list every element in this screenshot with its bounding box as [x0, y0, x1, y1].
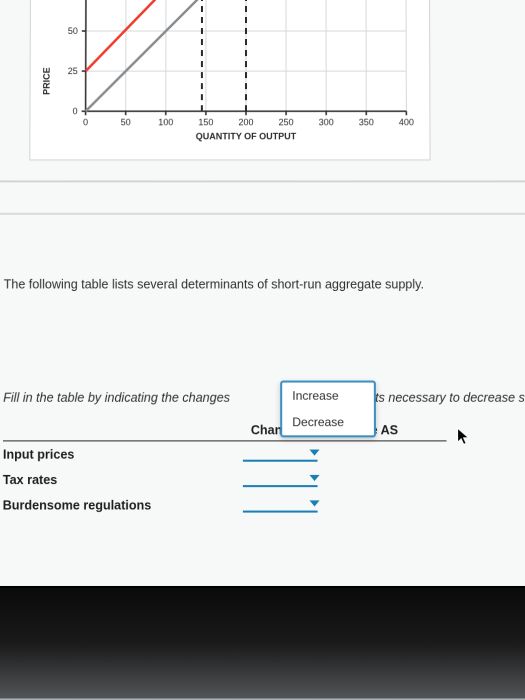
- svg-text:350: 350: [359, 117, 374, 127]
- svg-text:150: 150: [198, 117, 213, 127]
- dropdown-field[interactable]: [243, 497, 318, 512]
- table-row: Tax rates: [3, 467, 447, 492]
- table-row: Burdensome regulations: [3, 492, 447, 517]
- row-label: Tax rates: [3, 472, 230, 486]
- intro-text: The following table lists several determ…: [4, 277, 525, 291]
- svg-text:25: 25: [68, 66, 78, 76]
- chart-svg: 050100150200250300350400 0255075100 QUAN…: [30, 0, 430, 160]
- monitor-bezel: [0, 586, 525, 698]
- chevron-down-icon: [309, 450, 319, 456]
- svg-text:QUANTITY OF OUTPUT: QUANTITY OF OUTPUT: [196, 131, 297, 141]
- dropdown-option-decrease[interactable]: Decrease: [282, 409, 374, 435]
- svg-text:0: 0: [73, 106, 78, 116]
- svg-text:50: 50: [68, 26, 78, 36]
- screen-content: 050100150200250300350400 0255075100 QUAN…: [0, 0, 525, 637]
- dropdown-option-increase[interactable]: Increase: [282, 383, 374, 409]
- svg-text:400: 400: [399, 117, 414, 127]
- dropdown-menu[interactable]: Increase Decrease: [280, 381, 376, 438]
- prompt-before: Fill in the table by indicating the chan…: [3, 391, 233, 405]
- chart-container: 050100150200250300350400 0255075100 QUAN…: [29, 0, 430, 160]
- answer-table: Change N ecrease AS Input prices Tax rate…: [3, 423, 447, 518]
- chevron-down-icon: [309, 500, 319, 506]
- table-header: Change N ecrease AS: [3, 423, 447, 441]
- cursor-icon: [457, 427, 473, 447]
- divider-1: [0, 181, 525, 183]
- prompt-text: Fill in the table by indicating the chan…: [3, 391, 525, 405]
- svg-text:250: 250: [279, 117, 294, 127]
- row-label: Burdensome regulations: [3, 498, 230, 512]
- row-label: Input prices: [3, 447, 230, 461]
- svg-text:200: 200: [238, 117, 253, 127]
- svg-text:50: 50: [121, 117, 131, 127]
- dropdown-field[interactable]: [243, 472, 318, 487]
- divider-2: [0, 213, 525, 215]
- dropdown-field[interactable]: [243, 446, 318, 461]
- chevron-down-icon: [309, 475, 319, 481]
- table-row: Input prices: [3, 441, 447, 466]
- svg-text:100: 100: [158, 117, 173, 127]
- svg-text:PRICE: PRICE: [42, 67, 52, 95]
- svg-text:300: 300: [319, 117, 334, 127]
- svg-text:0: 0: [83, 117, 88, 127]
